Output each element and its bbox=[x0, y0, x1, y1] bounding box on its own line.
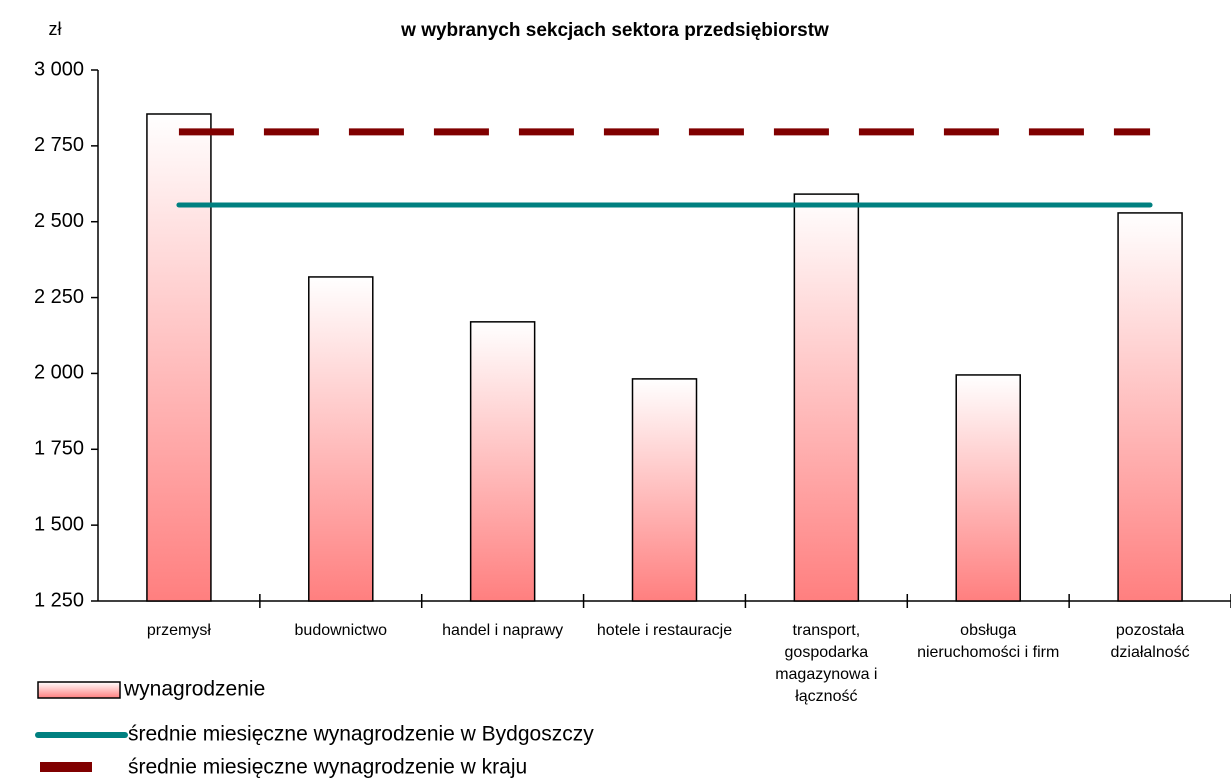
x-tick-label: przemysł bbox=[146, 622, 211, 639]
bar bbox=[469, 321, 536, 602]
x-tick-label: pozostała działalność bbox=[1110, 622, 1190, 661]
y-tick-label: 2 250 bbox=[34, 286, 84, 308]
legend-swatch bbox=[40, 762, 92, 772]
x-tick-label: obsługa nieruchomości i firm bbox=[917, 622, 1060, 661]
legend-swatch bbox=[37, 681, 121, 699]
y-axis-label: zł bbox=[49, 19, 62, 39]
y-tick-label: 1 250 bbox=[34, 589, 84, 611]
y-tick-label: 2 750 bbox=[34, 134, 84, 156]
bar bbox=[1117, 212, 1183, 602]
y-tick-label: 2 500 bbox=[34, 210, 84, 232]
x-tick-label: hotele i restauracje bbox=[596, 622, 733, 639]
y-tick-label: 3 000 bbox=[34, 58, 84, 80]
bar bbox=[793, 193, 860, 602]
y-tick-label: 1 750 bbox=[34, 438, 84, 460]
legend-label: wynagrodzenie bbox=[123, 678, 265, 701]
y-tick-label: 2 000 bbox=[34, 362, 84, 384]
bar bbox=[146, 113, 212, 602]
legend-label: średnie miesięczne wynagrodzenie w kraju bbox=[128, 756, 527, 778]
y-tick-label: 1 500 bbox=[34, 513, 84, 535]
x-tick-label: budownictwo bbox=[294, 622, 388, 639]
chart-title: w wybranych sekcjach sektora przedsiębio… bbox=[400, 20, 829, 41]
bar bbox=[308, 276, 374, 602]
x-tick-label: handel i naprawy bbox=[442, 622, 564, 639]
bar bbox=[631, 378, 698, 602]
x-tick-label: transport, gospodarka magazynowa i łączn… bbox=[775, 622, 878, 705]
bar bbox=[955, 374, 1021, 602]
legend-label: średnie miesięczne wynagrodzenie w Bydgo… bbox=[128, 723, 594, 746]
